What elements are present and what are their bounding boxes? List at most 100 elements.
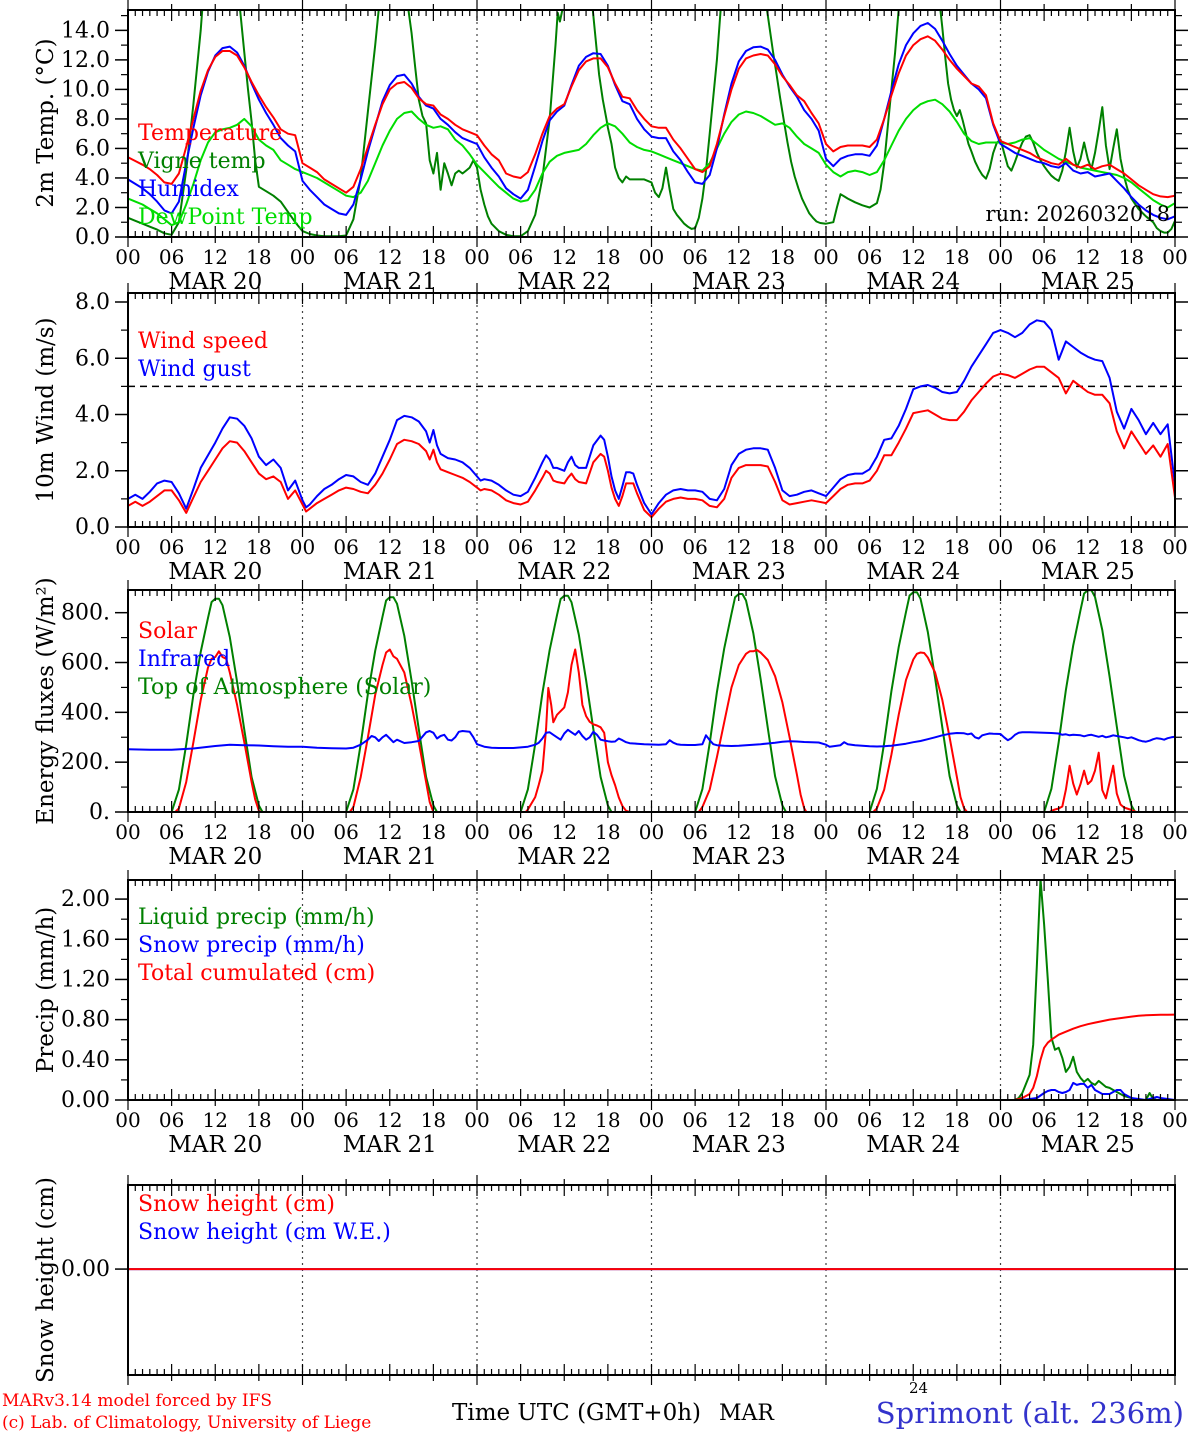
hour-label: 18 bbox=[1119, 245, 1144, 269]
model-credit-line: MARv3.14 model forced by IFS bbox=[2, 1391, 273, 1411]
y-tick-label: 8.0 bbox=[75, 107, 110, 132]
flux-legend: Solar Infrared Top of Atmosphere (Solar) bbox=[138, 618, 431, 702]
hour-label: 00 bbox=[290, 535, 315, 559]
legend-item-humidex: Humidex bbox=[138, 177, 239, 202]
hour-label: 18 bbox=[246, 245, 271, 269]
y-tick-label: 600. bbox=[61, 651, 110, 676]
legend-item-vigne-temp: Vigne temp bbox=[138, 149, 266, 174]
hour-label: 12 bbox=[377, 535, 402, 559]
hour-label: 18 bbox=[421, 245, 446, 269]
hour-label: 18 bbox=[595, 1108, 620, 1132]
hour-label: 00 bbox=[464, 820, 489, 844]
hour-label-end: 00 bbox=[1162, 535, 1187, 559]
day-label: MAR 22 bbox=[517, 559, 611, 585]
hour-label: 18 bbox=[1119, 535, 1144, 559]
hour-label: 18 bbox=[246, 820, 271, 844]
hour-label: 00 bbox=[464, 1108, 489, 1132]
hour-label: 00 bbox=[464, 245, 489, 269]
y-tick-label: 2.0 bbox=[75, 459, 110, 484]
hour-label: 18 bbox=[595, 535, 620, 559]
hour-label: 12 bbox=[203, 245, 228, 269]
hour-label: 12 bbox=[377, 245, 402, 269]
run-label: run: 2026032018 bbox=[985, 202, 1170, 226]
hour-label: 06 bbox=[682, 245, 707, 269]
hour-label: 00 bbox=[290, 1108, 315, 1132]
hour-label: 06 bbox=[508, 535, 533, 559]
hour-label-end: 00 bbox=[1162, 820, 1187, 844]
hour-label: 12 bbox=[1075, 535, 1100, 559]
hour-label: 12 bbox=[726, 1108, 751, 1132]
hour-label: 12 bbox=[552, 245, 577, 269]
hour-label: 00 bbox=[639, 535, 664, 559]
series-total-cumulated-cm bbox=[128, 1013, 1175, 1100]
hour-label: 06 bbox=[333, 535, 358, 559]
y-tick-label: 6.0 bbox=[75, 136, 110, 161]
station-superscript: 24 bbox=[909, 1379, 929, 1397]
y-tick-label: 0.00 bbox=[61, 1257, 110, 1282]
temperature-legend: Temperature Vigne temp Humidex DewPoint … bbox=[138, 120, 313, 232]
hour-label: 06 bbox=[159, 245, 184, 269]
hour-label: 06 bbox=[508, 245, 533, 269]
y-tick-label: 400. bbox=[61, 700, 110, 725]
hour-label: 18 bbox=[246, 1108, 271, 1132]
y-tick-label: 4.0 bbox=[75, 403, 110, 428]
series-infrared bbox=[128, 728, 1175, 751]
y-tick-label: 1.60 bbox=[61, 927, 110, 952]
hour-label: 12 bbox=[203, 820, 228, 844]
series-temperature bbox=[128, 35, 1175, 199]
time-axis-caption: Time UTC (GMT+0h) bbox=[452, 1400, 701, 1426]
hour-label: 12 bbox=[377, 820, 402, 844]
day-label: MAR 21 bbox=[343, 1132, 437, 1158]
day-label: MAR 21 bbox=[343, 844, 437, 870]
hour-label: 12 bbox=[552, 1108, 577, 1132]
y-tick-label: 6.0 bbox=[75, 346, 110, 371]
day-label: MAR 20 bbox=[168, 844, 262, 870]
precip-legend: Liquid precip (mm/h) Snow precip (mm/h) … bbox=[138, 904, 375, 988]
hour-label: 18 bbox=[770, 245, 795, 269]
y-axis-title-wind: 10m Wind (m/s) bbox=[33, 317, 59, 503]
hour-label: 12 bbox=[1075, 820, 1100, 844]
y-axis-title-flux: Energy fluxes (W/m²) bbox=[33, 577, 59, 825]
hour-label: 00 bbox=[988, 1108, 1013, 1132]
legend-item-snow-precip: Snow precip (mm/h) bbox=[138, 933, 365, 958]
series-humidex bbox=[128, 22, 1175, 221]
hour-label: 06 bbox=[1031, 1108, 1056, 1132]
legend-item-toa: Top of Atmosphere (Solar) bbox=[138, 675, 432, 700]
day-label: MAR 22 bbox=[517, 844, 611, 870]
station-name: Sprimont (alt. 236m) bbox=[875, 1396, 1184, 1430]
hour-label: 18 bbox=[246, 535, 271, 559]
y-tick-label: 0.40 bbox=[61, 1048, 110, 1073]
hour-label: 00 bbox=[464, 535, 489, 559]
hour-label: 06 bbox=[159, 1108, 184, 1132]
hour-label: 00 bbox=[115, 1108, 140, 1132]
day-label: MAR 23 bbox=[692, 844, 786, 870]
hour-label: 12 bbox=[901, 535, 926, 559]
hour-label: 00 bbox=[290, 820, 315, 844]
hour-label: 00 bbox=[813, 820, 838, 844]
hour-label: 18 bbox=[1119, 1108, 1144, 1132]
hour-label: 06 bbox=[508, 1108, 533, 1132]
wind-legend: Wind speed Wind gust bbox=[138, 328, 268, 384]
hour-label: 00 bbox=[115, 820, 140, 844]
hour-label: 12 bbox=[377, 1108, 402, 1132]
hour-label: 06 bbox=[857, 245, 882, 269]
hour-label-end: 00 bbox=[1162, 1108, 1187, 1132]
day-label: MAR 24 bbox=[866, 844, 960, 870]
hour-label: 00 bbox=[639, 1108, 664, 1132]
hour-label: 18 bbox=[944, 820, 969, 844]
legend-item-temperature: Temperature bbox=[138, 121, 283, 146]
hour-label: 00 bbox=[115, 245, 140, 269]
hour-label: 12 bbox=[726, 820, 751, 844]
day-label: MAR 20 bbox=[168, 1132, 262, 1158]
day-label: MAR 25 bbox=[1041, 559, 1135, 585]
hour-label: 00 bbox=[988, 820, 1013, 844]
y-tick-label: 800. bbox=[61, 601, 110, 626]
hour-label: 00 bbox=[639, 820, 664, 844]
day-label: MAR 22 bbox=[517, 1132, 611, 1158]
hour-label: 06 bbox=[682, 1108, 707, 1132]
series-wind-speed bbox=[128, 365, 1175, 519]
series-group bbox=[128, 10, 1175, 237]
